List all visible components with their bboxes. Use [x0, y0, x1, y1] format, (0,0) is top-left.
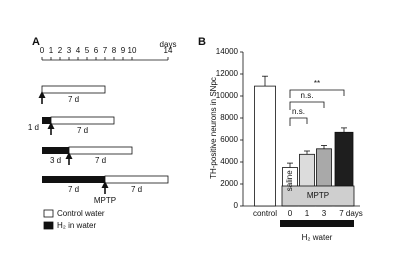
annotation: H₂ water: [302, 233, 333, 242]
period-label: 7 d: [77, 126, 88, 135]
mptp-label: MPTP: [94, 196, 116, 205]
period-label: 7 d: [68, 185, 79, 194]
tick-label: 8: [112, 46, 117, 55]
y-tick-label: 6000: [220, 135, 238, 144]
panel-label: A: [32, 36, 40, 48]
y-tick-label: 10000: [216, 91, 239, 100]
legend-swatch: [43, 221, 54, 230]
annotation: MPTP: [307, 191, 329, 200]
arrow-head: [38, 91, 46, 98]
water-period: [104, 175, 169, 184]
arrow-head: [47, 122, 55, 129]
tick-label: 3: [67, 46, 72, 55]
panel-label: B: [198, 36, 206, 48]
water-period: [68, 146, 133, 155]
x-tick-label: 1: [305, 209, 310, 218]
y-tick-label: 2000: [220, 179, 238, 188]
bracket: [289, 89, 345, 98]
y-tick-label: 8000: [220, 113, 238, 122]
tick-label: 4: [76, 46, 81, 55]
legend-label: H₂ in water: [57, 221, 96, 230]
y-tick-label: 12000: [216, 69, 239, 78]
period-label: 1 d: [28, 123, 39, 132]
tick-label: 6: [94, 46, 99, 55]
tick-label: 9: [121, 46, 126, 55]
axis-label: days: [160, 40, 177, 49]
h2-bar: [280, 220, 354, 227]
h2-period: [42, 176, 105, 183]
bracket: [289, 117, 308, 126]
annotation: saline: [285, 170, 294, 191]
y-tick-label: 14000: [216, 47, 239, 56]
tick-label: 10: [128, 46, 137, 55]
tick-label: 0: [40, 46, 45, 55]
arrow-head: [65, 152, 73, 159]
tick-label: 1: [49, 46, 54, 55]
h2-period: [42, 147, 69, 154]
period-label: 7 d: [68, 95, 79, 104]
legend-swatch: [43, 209, 54, 218]
bracket: [289, 101, 325, 110]
x-tick-label: 3: [322, 209, 327, 218]
tick-label: 14: [164, 46, 173, 55]
annotation: **: [314, 79, 320, 88]
tick-label: 2: [58, 46, 63, 55]
x-tick-label: 7 days: [339, 209, 363, 218]
y-axis-title: TH-positive neurons in SNpc: [209, 77, 218, 179]
water-period: [50, 116, 115, 125]
tick-label: 7: [103, 46, 108, 55]
tick-label: 5: [85, 46, 90, 55]
water-period: [41, 85, 106, 94]
y-tick-label: 4000: [220, 157, 238, 166]
h2-period: [42, 117, 51, 124]
legend-label: Control water: [57, 209, 105, 218]
x-tick-label: control: [253, 209, 277, 218]
x-tick-label: 0: [288, 209, 293, 218]
arrow-head: [101, 181, 109, 188]
period-label: 3 d: [50, 156, 61, 165]
y-tick-label: 0: [234, 201, 239, 210]
bar: [254, 85, 276, 207]
period-label: 7 d: [95, 156, 106, 165]
annotation: n.s.: [292, 107, 305, 116]
annotation: n.s.: [301, 91, 314, 100]
period-label: 7 d: [131, 185, 142, 194]
